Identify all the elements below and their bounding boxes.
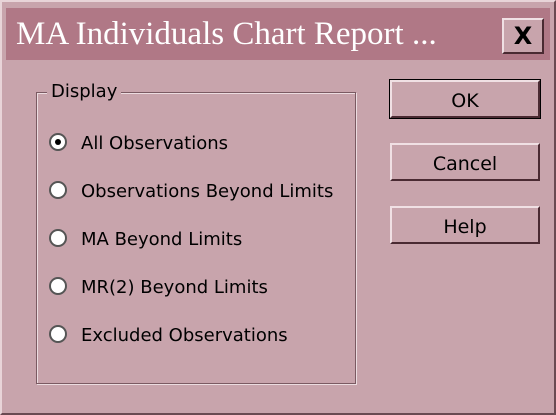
option-label: All Observations	[81, 133, 229, 154]
option-label: MA Beyond Limits	[81, 229, 243, 250]
option-label: MR(2) Beyond Limits	[81, 277, 268, 298]
radio-option[interactable]: Observations Beyond Limits	[49, 181, 333, 202]
title-bar: MA Individuals Chart Report ... X	[6, 8, 550, 60]
radio-button[interactable]	[49, 133, 67, 151]
button[interactable]: Cancel	[390, 143, 540, 181]
option-label: Observations Beyond Limits	[81, 181, 334, 202]
option-label: Excluded Observations	[81, 325, 288, 346]
radio-option[interactable]: MR(2) Beyond Limits	[49, 277, 268, 298]
radio-button[interactable]	[49, 325, 67, 343]
radio-button[interactable]	[49, 277, 67, 295]
group-label: Display	[47, 81, 122, 102]
title: MA Individuals Chart Report ...	[16, 16, 437, 52]
radio-option[interactable]: MA Beyond Limits	[49, 229, 242, 250]
radio-button[interactable]	[49, 229, 67, 247]
button[interactable]: Help	[390, 206, 540, 244]
radio-button[interactable]	[49, 181, 67, 199]
button[interactable]: OK	[389, 79, 541, 119]
radio-option[interactable]: All Observations	[49, 133, 228, 154]
display-group: Display All Observations Observations Bey…	[36, 81, 356, 384]
close-button[interactable]: X	[502, 18, 544, 54]
radio-option[interactable]: Excluded Observations	[49, 325, 288, 346]
